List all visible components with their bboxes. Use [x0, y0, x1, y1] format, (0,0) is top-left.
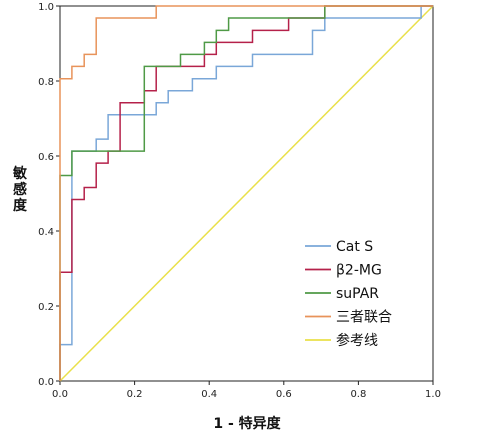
legend-label: 三者联合 [336, 310, 392, 326]
y-tick-label: 0.0 [38, 377, 54, 388]
x-tick-label: 0.4 [201, 389, 217, 400]
y-tick-label: 0.4 [38, 227, 54, 238]
y-axis-title-char-1: 敏 [12, 165, 28, 182]
x-tick-label: 1.0 [425, 389, 441, 400]
y-tick-label: 0.8 [38, 77, 54, 88]
series-line-4 [59, 5, 434, 382]
x-tick-label: 0.2 [127, 389, 143, 400]
y-tick-label: 1.0 [38, 2, 54, 13]
y-axis-title-char-3: 度 [13, 197, 28, 214]
series-line-3 [59, 5, 433, 381]
legend-label: Cat S [336, 239, 373, 255]
y-axis-title-char-2: 感 [13, 181, 27, 198]
y-tick-label: 0.2 [38, 302, 54, 313]
legend-label: 参考线 [336, 332, 378, 349]
legend-label: suPAR [336, 286, 379, 302]
legend-label: β2-MG [336, 263, 382, 279]
x-tick-label: 0.6 [276, 389, 292, 400]
y-tick-label: 0.6 [38, 152, 54, 163]
x-tick-label: 0.8 [350, 389, 366, 400]
x-axis-title: 1 - 特异度 [213, 415, 281, 432]
y-axis-title: 敏 感 度 [12, 165, 28, 214]
plot-area: 0.0 0.2 0.4 0.6 0.8 1.0 0.0 0.2 0.4 0.6 0.8 1.0 [38, 2, 441, 400]
series-line-2 [59, 5, 433, 381]
x-tick-label: 0.0 [52, 389, 68, 400]
